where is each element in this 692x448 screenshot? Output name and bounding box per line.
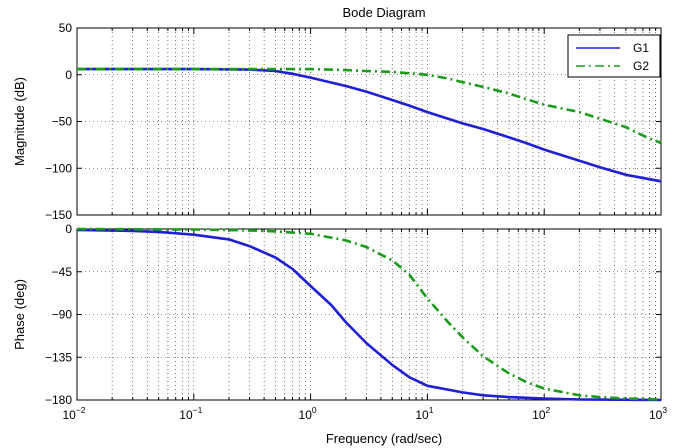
y-tick-label: −90 [52,308,73,322]
y-tick-label: −180 [45,393,72,407]
x-tick-exponent: −2 [76,405,86,415]
panel-phase: 0 −45 −90 −135 −180 Phase (deg) [12,222,662,407]
x-tick-label: 100 [299,405,317,422]
legend-label-g2: G2 [633,59,649,73]
x-tick-base: 10 [179,408,193,422]
y-axis-label-phase: Phase (deg) [12,279,27,350]
series-line-g1-magnitude [77,67,662,183]
series-line-g2-phase [76,227,662,401]
chart-panels: 50 0 −50 −100 −150 Magnitude (dB) 0 −45 −90 −135 −… [12,21,667,422]
x-tick-exponent: 0 [312,405,317,415]
x-tick-base: 10 [299,408,313,422]
chart-title: Bode Diagram [342,5,425,20]
y-tick-label: 0 [65,68,72,82]
x-tick-base: 10 [415,408,429,422]
series-line-g1-phase [76,228,662,402]
y-tick-label: 0 [65,222,72,236]
x-tick-label: 102 [532,405,550,422]
legend-box [567,34,661,78]
x-tick-label: 10−1 [179,405,202,422]
x-tick-exponent: 2 [546,405,551,415]
y-tick-label: −100 [45,161,72,175]
y-axis-label-magnitude: Magnitude (dB) [12,77,27,166]
y-tick-label: −50 [52,115,73,129]
x-tick-base: 10 [532,408,546,422]
x-tick-label: 10−2 [62,405,85,422]
x-tick-base: 10 [62,408,76,422]
x-axis-label: Frequency (rad/sec) [326,431,442,446]
x-tick-label: 103 [649,405,667,422]
y-tick-label: −135 [45,350,72,364]
legend-label-g1: G1 [633,41,649,55]
x-tick-exponent: −1 [193,405,203,415]
y-tick-label: 50 [59,21,73,35]
series-line-g2-magnitude [77,67,662,145]
y-tick-label: −150 [45,208,72,222]
x-tick-base: 10 [649,408,663,422]
x-tick-exponent: 1 [429,405,434,415]
x-tick-labels: 10−2 10−1 100 101 102 103 [62,405,667,422]
panel-magnitude: 50 0 −50 −100 −150 Magnitude (dB) [12,21,662,222]
y-tick-label: −45 [52,265,73,279]
x-tick-label: 101 [415,405,433,422]
x-tick-exponent: 3 [662,405,667,415]
